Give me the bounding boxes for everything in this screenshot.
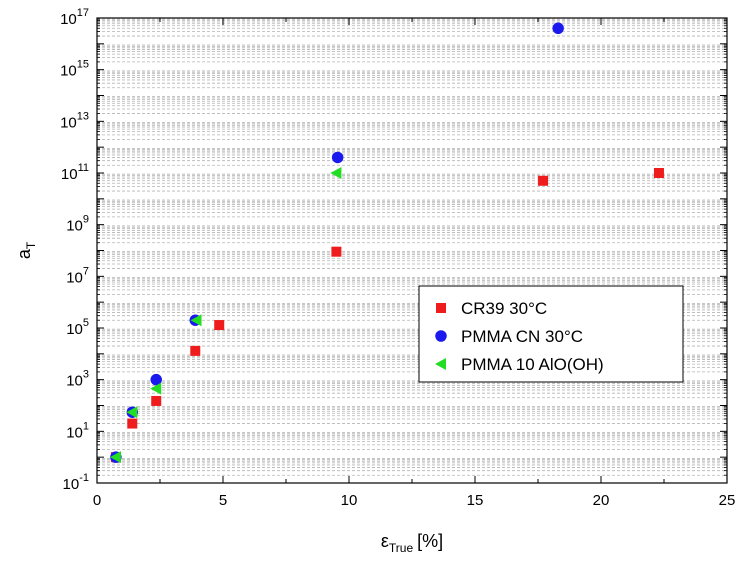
data-point xyxy=(330,167,342,179)
data-point xyxy=(109,451,121,464)
x-axis-subscript: True xyxy=(389,541,414,555)
x-axis-title: εTrue [%] xyxy=(381,531,443,555)
y-axis-symbol: a xyxy=(14,248,34,259)
y-tick-label: 1013 xyxy=(60,110,89,131)
y-tick-label: 109 xyxy=(66,214,89,235)
legend: CR39 30°C PMMA CN 30°C PMMA 10 AlO(OH) xyxy=(418,285,684,383)
y-tick-labels: 10-1 101 103 105 107 109 1011 1013 1015 1017 xyxy=(60,7,89,493)
y-tick-label: 105 xyxy=(66,317,89,338)
data-point xyxy=(214,320,225,331)
legend-marker xyxy=(435,358,446,370)
data-point xyxy=(331,151,344,164)
y-tick-label: 1017 xyxy=(60,7,89,28)
y-tick-label: 10-1 xyxy=(63,472,89,493)
x-tick-label: 25 xyxy=(719,492,736,509)
data-point xyxy=(151,395,162,406)
x-axis-unit: [%] xyxy=(417,531,443,551)
x-axis-symbol: ε xyxy=(381,531,389,551)
x-tick-label: 5 xyxy=(219,492,227,509)
y-tick-label: 1015 xyxy=(60,59,89,80)
axis-ticks xyxy=(96,17,728,484)
y-tick-label: 103 xyxy=(66,369,89,390)
data-point xyxy=(538,175,549,186)
data-point xyxy=(150,373,162,386)
y-tick-label: 101 xyxy=(66,420,89,441)
data-point xyxy=(190,345,201,356)
x-tick-label: 20 xyxy=(593,492,610,509)
legend-item: PMMA 10 AlO(OH) xyxy=(435,355,604,374)
y-axis-title: aT xyxy=(14,241,38,259)
x-tick-label: 0 xyxy=(93,492,101,509)
legend-box xyxy=(418,285,684,383)
y-tick-label: 107 xyxy=(66,265,89,286)
data-point xyxy=(653,168,664,178)
data-point xyxy=(552,22,564,35)
y-axis-subscript: T xyxy=(24,241,38,249)
legend-marker xyxy=(435,330,447,342)
legend-label: PMMA 10 AlO(OH) xyxy=(461,355,604,374)
x-tick-labels: 0 5 10 15 20 25 xyxy=(93,492,736,509)
y-tick-label: 1011 xyxy=(61,162,89,183)
data-point xyxy=(331,246,342,257)
data-points xyxy=(109,22,664,464)
x-tick-label: 15 xyxy=(467,492,484,509)
legend-item: CR39 30°C xyxy=(436,299,547,318)
legend-marker xyxy=(436,303,446,313)
data-point xyxy=(190,314,202,327)
legend-label: CR39 30°C xyxy=(461,299,547,318)
data-point xyxy=(150,382,162,395)
legend-label: PMMA CN 30°C xyxy=(461,327,583,346)
legend-item: PMMA CN 30°C xyxy=(435,327,583,346)
x-tick-label: 10 xyxy=(341,492,358,509)
grid-lines xyxy=(97,18,727,476)
data-point xyxy=(127,418,138,429)
data-point xyxy=(126,406,138,419)
series-triangle-left xyxy=(109,167,342,464)
